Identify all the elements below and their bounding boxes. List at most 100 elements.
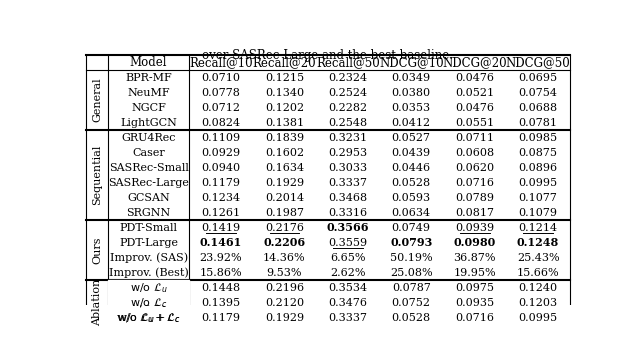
Text: 0.2524: 0.2524: [328, 87, 367, 97]
Text: 0.0896: 0.0896: [518, 163, 557, 173]
Text: 0.1929: 0.1929: [265, 313, 304, 323]
Text: 0.2953: 0.2953: [328, 147, 367, 158]
Text: 0.0711: 0.0711: [455, 133, 494, 143]
Text: 0.2196: 0.2196: [265, 283, 304, 293]
Text: 36.87%: 36.87%: [453, 253, 496, 263]
Text: 0.1839: 0.1839: [265, 133, 304, 143]
Text: 0.0935: 0.0935: [455, 298, 494, 308]
Text: 0.0528: 0.0528: [392, 313, 431, 323]
Text: 0.0710: 0.0710: [202, 72, 241, 83]
Text: 0.0781: 0.0781: [518, 118, 557, 128]
Text: 0.0995: 0.0995: [518, 313, 557, 323]
Text: 0.1381: 0.1381: [265, 118, 304, 128]
Text: 0.0793: 0.0793: [390, 237, 433, 248]
Text: 0.1109: 0.1109: [202, 133, 241, 143]
Text: 0.1179: 0.1179: [202, 313, 241, 323]
Text: 0.1261: 0.1261: [202, 208, 241, 218]
Text: 0.1461: 0.1461: [200, 237, 242, 248]
Text: 0.0521: 0.0521: [455, 87, 494, 97]
Text: SASRec-Small: SASRec-Small: [109, 163, 189, 173]
Text: NDCG@50: NDCG@50: [506, 56, 570, 69]
Text: w/o $\mathcal{L}_c$: w/o $\mathcal{L}_c$: [130, 296, 167, 310]
Text: Recall@10: Recall@10: [189, 56, 253, 69]
Text: 0.1340: 0.1340: [265, 87, 304, 97]
Text: 0.0929: 0.0929: [202, 147, 241, 158]
Text: 23.92%: 23.92%: [200, 253, 243, 263]
Text: 9.53%: 9.53%: [267, 268, 302, 278]
Text: 0.0787: 0.0787: [392, 283, 431, 293]
Text: 0.0995: 0.0995: [518, 178, 557, 188]
Text: 0.3033: 0.3033: [328, 163, 367, 173]
Text: 0.1077: 0.1077: [518, 193, 557, 203]
Text: Improv. (SAS): Improv. (SAS): [109, 252, 188, 263]
Text: 0.0716: 0.0716: [455, 178, 494, 188]
Text: w/o $\mathcal{L}_u + \mathcal{L}_c$: w/o $\mathcal{L}_u + \mathcal{L}_c$: [116, 311, 180, 325]
Text: 0.0695: 0.0695: [518, 72, 557, 83]
Text: Model: Model: [130, 56, 167, 69]
Text: 0.1419: 0.1419: [202, 223, 241, 233]
Text: 0.0608: 0.0608: [455, 147, 494, 158]
Text: w/o $\mathcal{L}_u$: w/o $\mathcal{L}_u$: [130, 281, 168, 295]
Text: 0.0716: 0.0716: [455, 313, 494, 323]
Text: 0.0593: 0.0593: [392, 193, 431, 203]
Text: 0.1202: 0.1202: [265, 103, 304, 113]
Text: 0.3468: 0.3468: [328, 193, 367, 203]
Text: PDT-Large: PDT-Large: [119, 238, 178, 248]
Bar: [108, 280, 189, 295]
Text: 0.2206: 0.2206: [263, 237, 305, 248]
Text: 0.0439: 0.0439: [392, 147, 431, 158]
Text: 0.0688: 0.0688: [518, 103, 557, 113]
Text: Recall@20: Recall@20: [253, 56, 316, 69]
Text: 0.0712: 0.0712: [202, 103, 241, 113]
Text: PDT-Small: PDT-Small: [120, 223, 177, 233]
Text: Recall@50: Recall@50: [316, 56, 380, 69]
Text: 6.65%: 6.65%: [330, 253, 365, 263]
Text: 0.0824: 0.0824: [202, 118, 241, 128]
Text: 0.2548: 0.2548: [328, 118, 367, 128]
Text: 0.2120: 0.2120: [265, 298, 304, 308]
Text: Improv. (Best): Improv. (Best): [109, 268, 188, 278]
Text: 0.3476: 0.3476: [328, 298, 367, 308]
Text: 15.86%: 15.86%: [200, 268, 243, 278]
Text: 0.0634: 0.0634: [392, 208, 431, 218]
Text: 0.2324: 0.2324: [328, 72, 367, 83]
Text: 0.1248: 0.1248: [517, 237, 559, 248]
Text: Sequential: Sequential: [92, 145, 102, 205]
Text: SASRec-Large: SASRec-Large: [108, 178, 189, 188]
Text: 25.43%: 25.43%: [516, 253, 559, 263]
Text: 0.0980: 0.0980: [454, 237, 496, 248]
Text: 0.1079: 0.1079: [518, 208, 557, 218]
Text: 0.0551: 0.0551: [455, 118, 494, 128]
Text: 0.0353: 0.0353: [392, 103, 431, 113]
Text: 0.3316: 0.3316: [328, 208, 367, 218]
Text: NDCG@20: NDCG@20: [442, 56, 507, 69]
Text: 0.0940: 0.0940: [202, 163, 241, 173]
Text: 0.1240: 0.1240: [518, 283, 557, 293]
Text: 19.95%: 19.95%: [453, 268, 496, 278]
Text: 0.0476: 0.0476: [455, 72, 494, 83]
Text: 0.0620: 0.0620: [455, 163, 494, 173]
Text: 0.3337: 0.3337: [328, 178, 367, 188]
Text: Ablation: Ablation: [92, 279, 102, 327]
Text: 0.1234: 0.1234: [202, 193, 241, 203]
Text: 0.0875: 0.0875: [518, 147, 557, 158]
Text: NDCG@10: NDCG@10: [379, 56, 444, 69]
Text: 0.3534: 0.3534: [328, 283, 367, 293]
Text: 0.1214: 0.1214: [518, 223, 557, 233]
Text: Ours: Ours: [92, 236, 102, 264]
Text: 0.0527: 0.0527: [392, 133, 431, 143]
Text: NGCF: NGCF: [131, 103, 166, 113]
Text: 0.1215: 0.1215: [265, 72, 304, 83]
Text: 0.2014: 0.2014: [265, 193, 304, 203]
Bar: [108, 295, 189, 310]
Text: 0.0349: 0.0349: [392, 72, 431, 83]
Text: GRU4Rec: GRU4Rec: [122, 133, 176, 143]
Text: 0.1987: 0.1987: [265, 208, 304, 218]
Text: 0.3566: 0.3566: [326, 222, 369, 233]
Text: 0.0476: 0.0476: [455, 103, 494, 113]
Text: 0.3559: 0.3559: [328, 238, 367, 248]
Text: 0.1634: 0.1634: [265, 163, 304, 173]
Text: Caser: Caser: [132, 147, 165, 158]
Text: 25.08%: 25.08%: [390, 268, 433, 278]
Text: 0.0446: 0.0446: [392, 163, 431, 173]
